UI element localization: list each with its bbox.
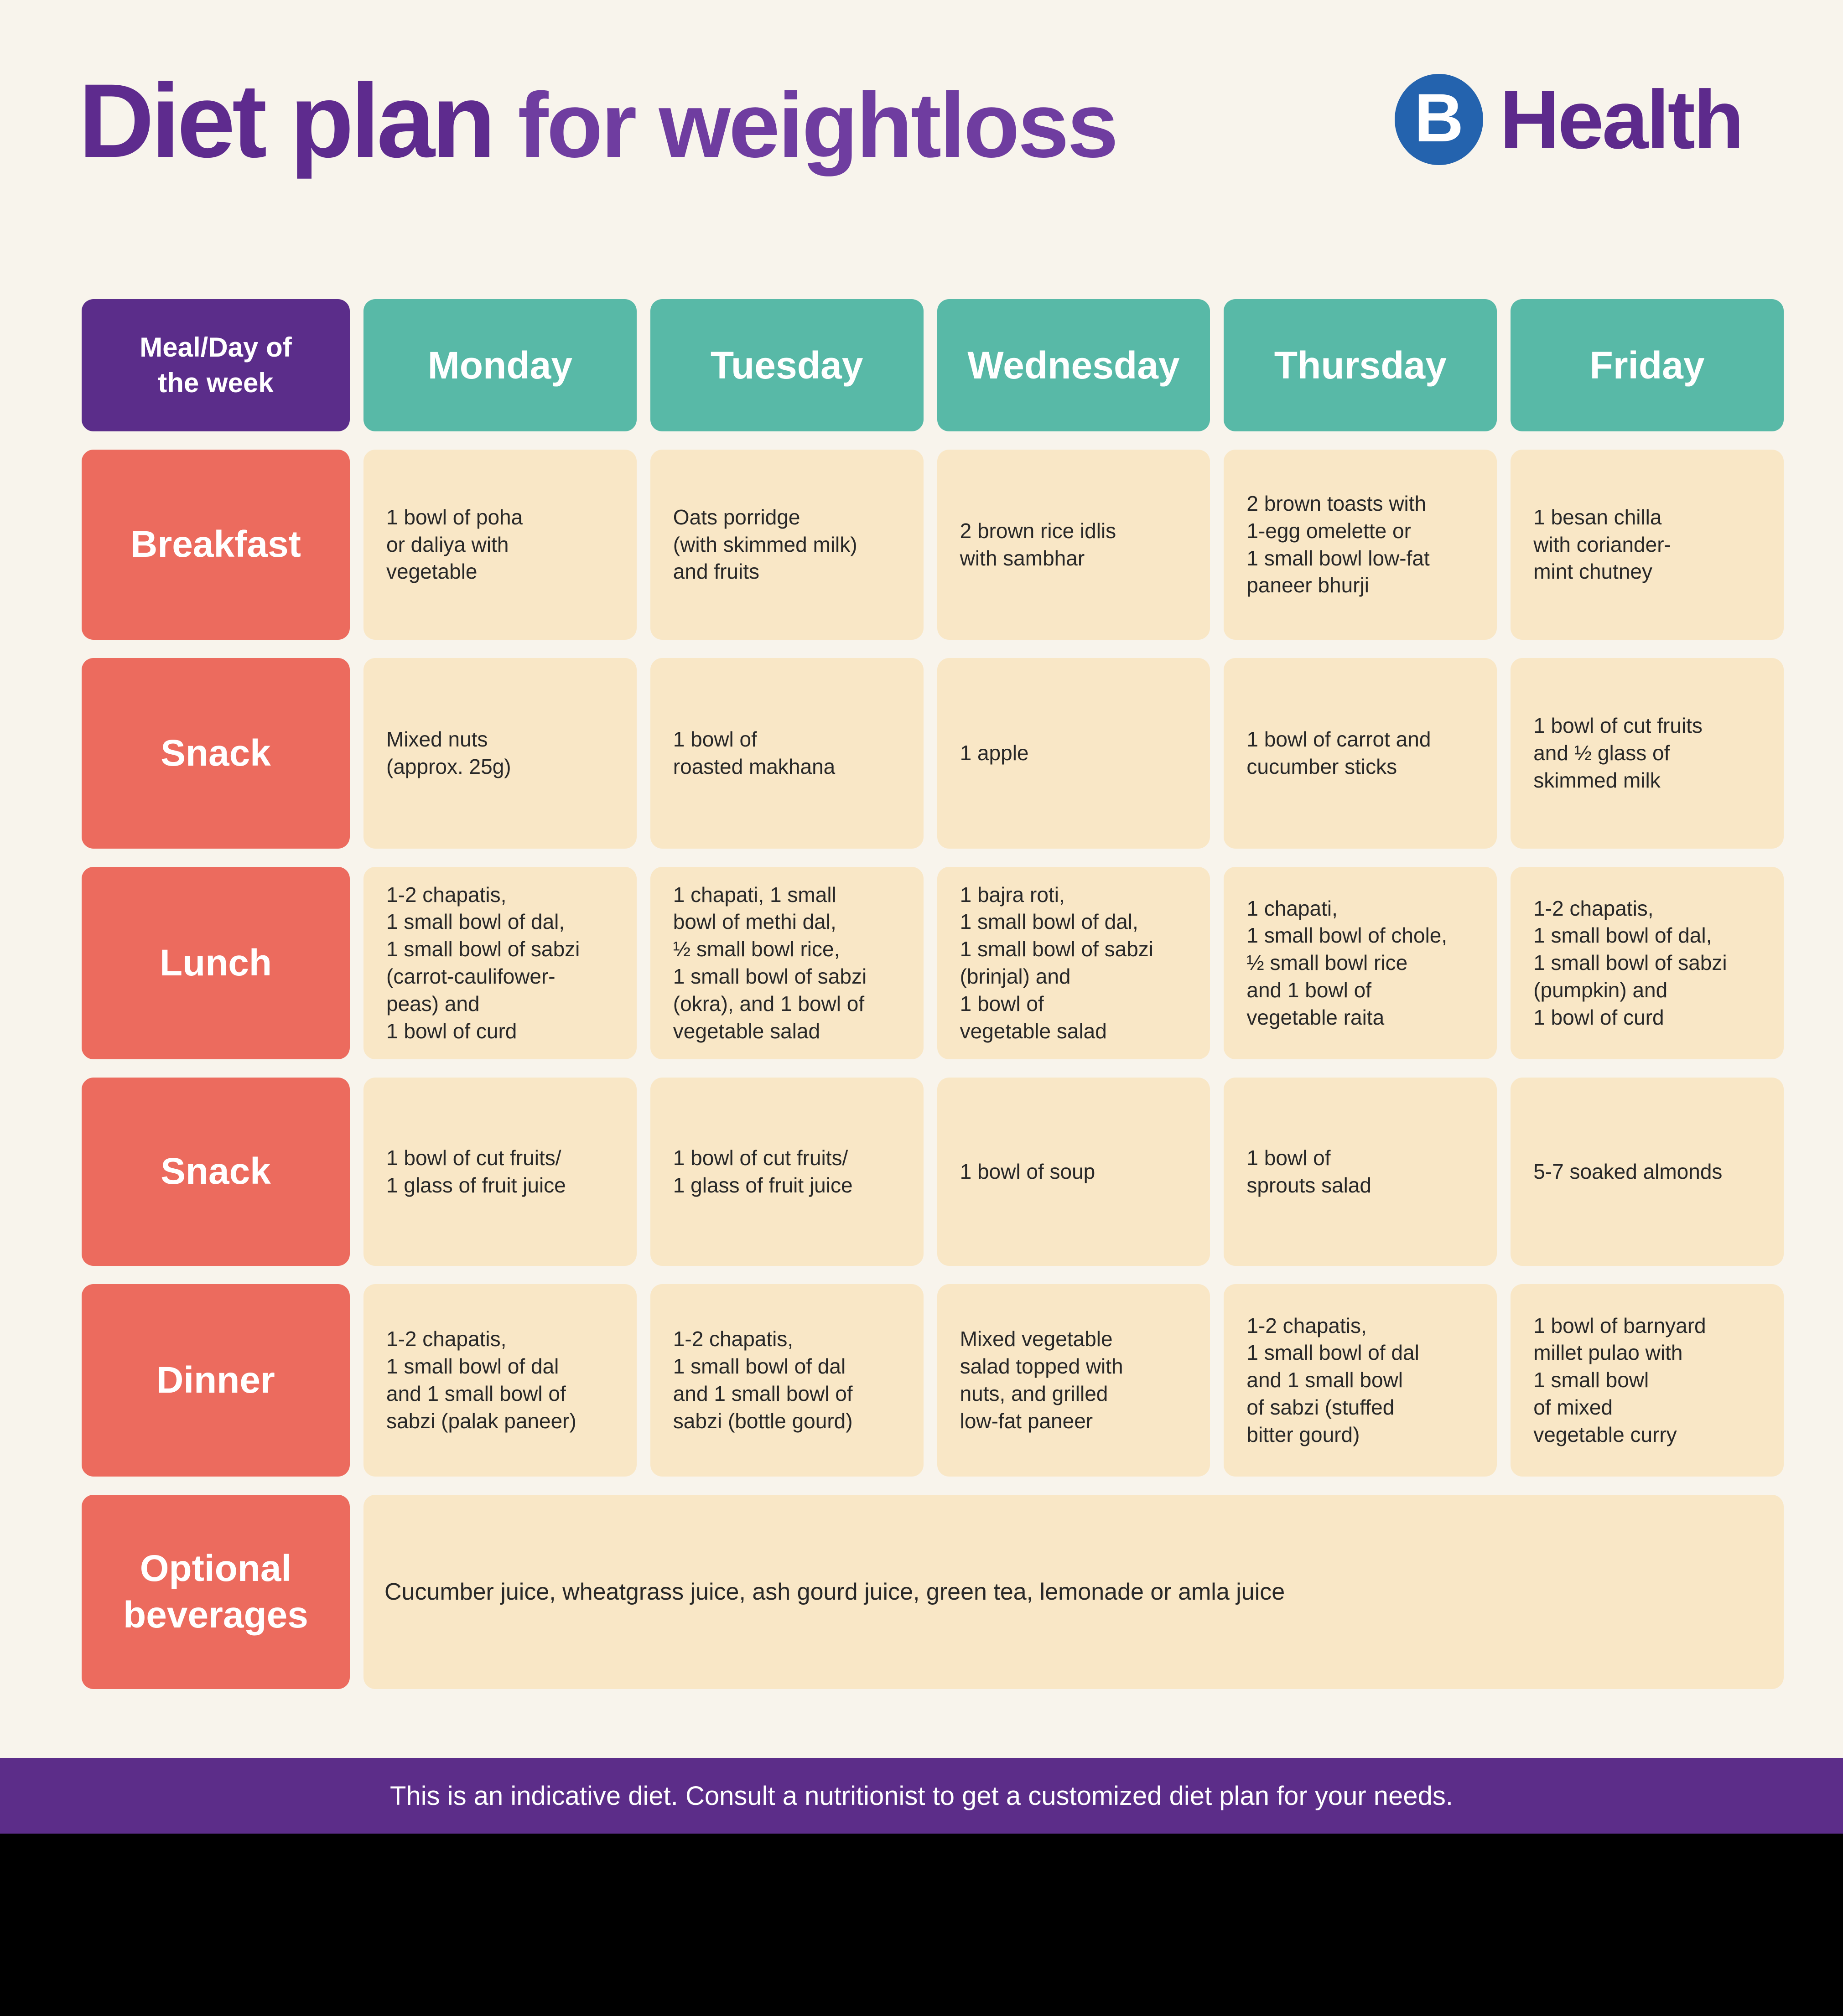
brand-logo: B Health — [1395, 73, 1744, 166]
cell-dinner-thursday: 1-2 chapatis, 1 small bowl of dal and 1 … — [1224, 1284, 1497, 1477]
row-label-dinner: Dinner — [82, 1284, 350, 1477]
bottom-black-band — [0, 1834, 1843, 2016]
cell-breakfast-wednesday: 2 brown rice idlis with sambhar — [937, 450, 1210, 640]
cell-breakfast-friday: 1 besan chilla with coriander- mint chut… — [1511, 450, 1784, 640]
page-title-sub: for weightloss — [518, 73, 1118, 176]
brand-logo-icon: B — [1395, 74, 1483, 165]
header-meal-day: Meal/Day of the week — [82, 299, 350, 431]
row-label-snack-1: Snack — [82, 658, 350, 849]
brand-monogram: B — [1414, 79, 1464, 156]
cell-lunch-tuesday: 1 chapati, 1 small bowl of methi dal, ½ … — [650, 867, 924, 1059]
row-label-lunch: Lunch — [82, 867, 350, 1059]
cell-lunch-monday: 1-2 chapatis, 1 small bowl of dal, 1 sma… — [363, 867, 637, 1059]
cell-dinner-monday: 1-2 chapatis, 1 small bowl of dal and 1 … — [363, 1284, 637, 1477]
cell-breakfast-monday: 1 bowl of poha or daliya with vegetable — [363, 450, 637, 640]
cell-breakfast-tuesday: Oats porridge (with skimmed milk) and fr… — [650, 450, 924, 640]
page-title-main: Diet plan — [78, 62, 496, 179]
brand-name: Health — [1500, 73, 1744, 166]
cell-breakfast-thursday: 2 brown toasts with 1-egg omelette or 1 … — [1224, 450, 1497, 640]
cell-lunch-thursday: 1 chapati, 1 small bowl of chole, ½ smal… — [1224, 867, 1497, 1059]
page-title: Diet plan for weightloss — [78, 62, 1118, 179]
header-monday: Monday — [363, 299, 637, 431]
cell-dinner-tuesday: 1-2 chapatis, 1 small bowl of dal and 1 … — [650, 1284, 924, 1477]
header-friday: Friday — [1511, 299, 1784, 431]
cell-lunch-wednesday: 1 bajra roti, 1 small bowl of dal, 1 sma… — [937, 867, 1210, 1059]
cell-snack1-wednesday: 1 apple — [937, 658, 1210, 849]
row-label-breakfast: Breakfast — [82, 450, 350, 640]
cell-snack2-tuesday: 1 bowl of cut fruits/ 1 glass of fruit j… — [650, 1078, 924, 1266]
cell-snack1-tuesday: 1 bowl of roasted makhana — [650, 658, 924, 849]
disclaimer-text: This is an indicative diet. Consult a nu… — [390, 1781, 1453, 1811]
cell-dinner-friday: 1 bowl of barnyard millet pulao with 1 s… — [1511, 1284, 1784, 1477]
header-thursday: Thursday — [1224, 299, 1497, 431]
row-label-snack-2: Snack — [82, 1078, 350, 1266]
cell-dinner-wednesday: Mixed vegetable salad topped with nuts, … — [937, 1284, 1210, 1477]
header-tuesday: Tuesday — [650, 299, 924, 431]
cell-snack1-monday: Mixed nuts (approx. 25g) — [363, 658, 637, 849]
cell-snack2-wednesday: 1 bowl of soup — [937, 1078, 1210, 1266]
diet-table: Meal/Day of the week Monday Tuesday Wedn… — [82, 299, 1784, 1689]
row-label-optional-beverages: Optional beverages — [82, 1495, 350, 1689]
cell-snack2-monday: 1 bowl of cut fruits/ 1 glass of fruit j… — [363, 1078, 637, 1266]
cell-snack1-friday: 1 bowl of cut fruits and ½ glass of skim… — [1511, 658, 1784, 849]
cell-optional-beverages: Cucumber juice, wheatgrass juice, ash go… — [363, 1495, 1784, 1689]
disclaimer-bar: This is an indicative diet. Consult a nu… — [0, 1758, 1843, 1834]
header-wednesday: Wednesday — [937, 299, 1210, 431]
cell-lunch-friday: 1-2 chapatis, 1 small bowl of dal, 1 sma… — [1511, 867, 1784, 1059]
cell-snack1-thursday: 1 bowl of carrot and cucumber sticks — [1224, 658, 1497, 849]
cell-snack2-thursday: 1 bowl of sprouts salad — [1224, 1078, 1497, 1266]
cell-snack2-friday: 5-7 soaked almonds — [1511, 1078, 1784, 1266]
